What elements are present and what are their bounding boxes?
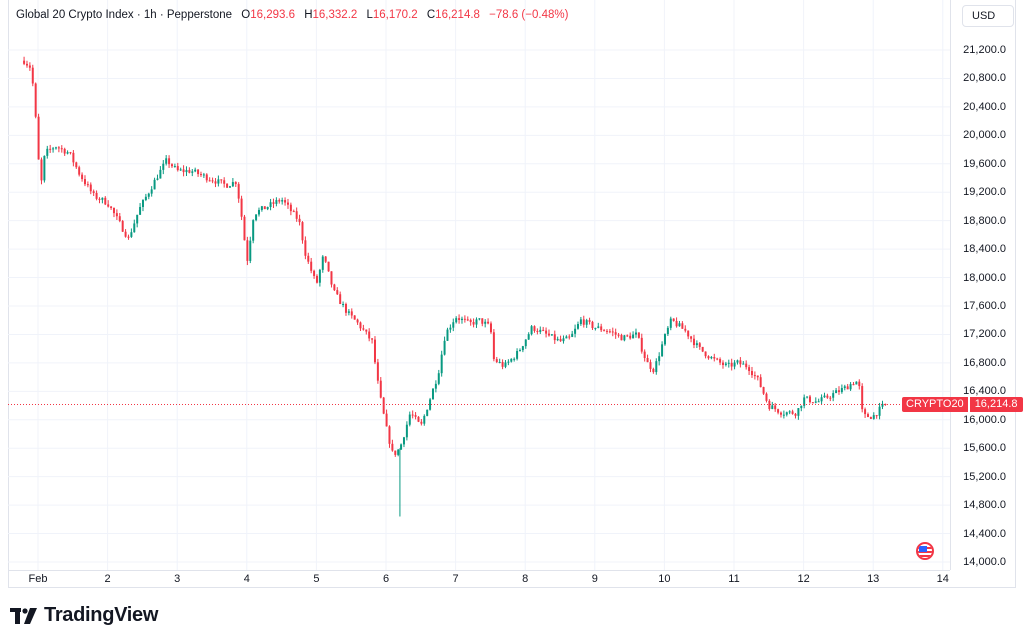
time-tick: 3 (174, 573, 181, 585)
price-tick: 21,200.0 (963, 44, 1006, 56)
time-tick: 7 (452, 573, 459, 585)
high-label: H (304, 9, 313, 21)
time-tick: 11 (728, 573, 740, 585)
tradingview-logo-icon (10, 607, 37, 624)
us-flag-icon[interactable] (916, 542, 934, 560)
price-tick: 20,400.0 (963, 100, 1006, 113)
time-tick: 8 (522, 573, 529, 585)
price-axis[interactable]: 21,200.0 20,800.0 20,400.0 20,000.0 19,600.0… (950, 0, 1016, 570)
price-tick: 18,000.0 (963, 271, 1006, 284)
price-tick: 14,800.0 (963, 499, 1006, 512)
price-tick: 17,200.0 (963, 328, 1006, 341)
time-tick: 12 (797, 573, 810, 585)
price-tick: 14,000.0 (963, 556, 1006, 568)
price-tick: 20,000.0 (963, 129, 1006, 142)
price-tick: 15,600.0 (963, 442, 1006, 455)
price-tick: 16,800.0 (963, 356, 1006, 369)
price-tick: 16,400.0 (963, 385, 1006, 398)
time-tick: 10 (658, 573, 671, 585)
grid-lines (8, 0, 950, 570)
time-tick: 9 (591, 573, 598, 585)
last-price-symbol: CRYPTO20 (902, 397, 968, 412)
high-value: 16,332.2 (312, 9, 358, 21)
symbol-legend[interactable]: Global 20 Crypto Index · 1h · Pepperston… (16, 9, 568, 21)
time-tick: 6 (382, 573, 390, 585)
price-tick: 20,800.0 (963, 72, 1006, 85)
low-label: L (366, 9, 373, 21)
open-label: O (241, 9, 251, 21)
price-chart-plot[interactable] (8, 0, 950, 570)
open-value: 16,293.6 (250, 9, 295, 21)
time-tick: 4 (243, 573, 250, 585)
price-tick: 19,600.0 (963, 157, 1006, 170)
last-price-label: CRYPTO20 16,214.8 (902, 397, 1023, 412)
time-axis[interactable]: Feb 2 3 4 5 6 7 8 9 10 11 12 13 14 (8, 570, 950, 589)
price-tick: 19,200.0 (963, 186, 1006, 199)
time-tick: 14 (936, 573, 949, 585)
candlestick-series (23, 56, 887, 517)
chart-frame (8, 0, 1016, 588)
price-tick: 18,400.0 (963, 243, 1006, 256)
low-value: 16,170.2 (372, 9, 418, 21)
time-tick: 5 (313, 573, 320, 585)
tradingview-wordmark: TradingView (44, 604, 159, 626)
time-tick: 13 (867, 573, 880, 585)
time-tick: Feb (28, 573, 48, 585)
price-tick: 15,200.0 (963, 470, 1006, 483)
price-tick: 17,600.0 (963, 300, 1006, 312)
price-tick: 16,000.0 (963, 413, 1006, 426)
close-value: 16,214.8 (435, 9, 480, 21)
change-value: −78.6 (−0.48%) (489, 9, 569, 21)
symbol-title: Global 20 Crypto Index · 1h · Pepperston… (16, 9, 233, 21)
close-label: C (426, 9, 436, 21)
price-tick: 14,400.0 (963, 527, 1006, 540)
time-tick: 2 (104, 573, 111, 585)
price-tick: 18,800.0 (963, 214, 1006, 227)
last-price-value: 16,214.8 (969, 397, 1023, 412)
tradingview-logo[interactable]: TradingView (10, 604, 158, 627)
currency-button[interactable]: USD (962, 5, 1014, 27)
